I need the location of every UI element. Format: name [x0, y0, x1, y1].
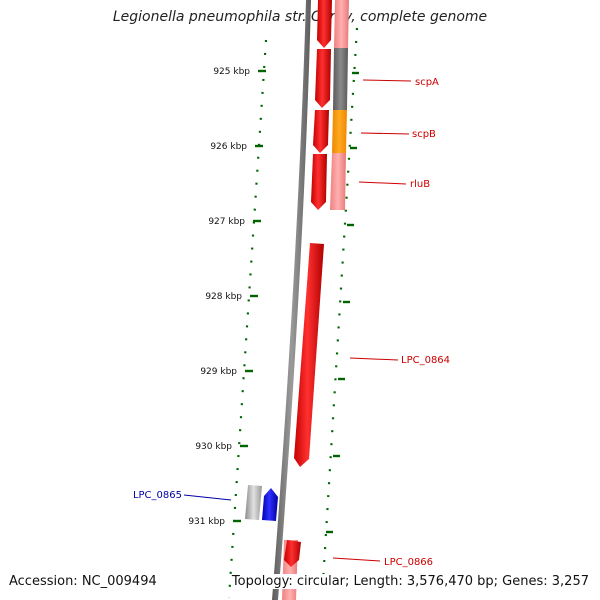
leader-line — [332, 557, 381, 562]
tick-label: 926 kbp — [210, 142, 247, 152]
leader-line — [358, 181, 407, 185]
leader-line — [349, 357, 399, 361]
leader-line — [362, 79, 412, 82]
tick-label: 925 kbp — [213, 67, 250, 77]
tick-label: 931 kbp — [188, 517, 225, 527]
gene-arrow[interactable] — [317, 0, 332, 48]
tick-label: 930 kbp — [195, 442, 232, 452]
gene-arrow-scpB[interactable] — [313, 110, 329, 153]
cog-segment-scpA — [333, 48, 348, 110]
cog-segment-rluB — [330, 153, 346, 210]
gene-labels: scpA scpB rluB LPC_0864 LPC_0865 LPC_086… — [133, 77, 450, 568]
reverse-genes — [284, 0, 332, 567]
forward-genes — [245, 485, 278, 521]
tick-label: 929 kbp — [200, 367, 237, 377]
outer-ring-dashes — [326, 71, 359, 534]
gene-label-rluB[interactable]: rluB — [410, 179, 430, 190]
gene-arrow-scpA[interactable] — [315, 49, 331, 108]
scale-ticks: 925 kbp 926 kbp 927 kbp 928 kbp 929 kbp … — [188, 67, 266, 527]
cog-segment — [334, 0, 349, 48]
map-title: Legionella pneumophila str. Corby, compl… — [112, 9, 488, 25]
gene-label-LPC_0865[interactable]: LPC_0865 — [133, 490, 182, 501]
leader-line — [183, 494, 232, 501]
gene-label-LPC_0864[interactable]: LPC_0864 — [401, 355, 450, 366]
gene-arrow-rluB[interactable] — [311, 154, 327, 210]
gene-arrow-LPC_0865[interactable] — [262, 488, 278, 521]
gene-label-scpA[interactable]: scpA — [415, 77, 439, 88]
tick-label: 928 kbp — [205, 292, 242, 302]
cog-segment-scpB — [332, 110, 347, 153]
accession-text: Accession: NC_009494 — [9, 574, 157, 589]
leader-line — [360, 132, 410, 135]
genome-backbone — [272, 0, 311, 600]
gene-arrow-LPC_0864[interactable] — [294, 243, 324, 467]
gene-label-LPC_0866[interactable]: LPC_0866 — [384, 557, 433, 568]
gene-arrow-pseudo[interactable] — [245, 485, 262, 520]
topology-text: Topology: circular; Length: 3,576,470 bp… — [231, 574, 589, 589]
gene-label-scpB[interactable]: scpB — [412, 129, 436, 140]
tick-label: 927 kbp — [208, 217, 245, 227]
gene-arrow-LPC_0866[interactable] — [284, 540, 301, 567]
